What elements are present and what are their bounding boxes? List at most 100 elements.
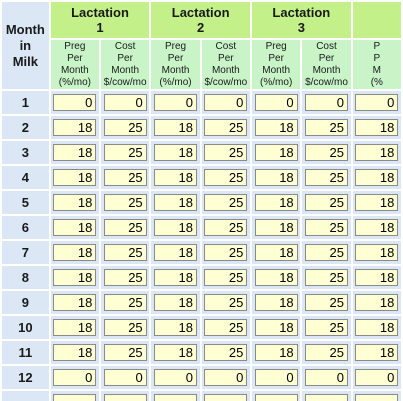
cost-input[interactable]: 25 — [204, 269, 248, 286]
preg-rate-input[interactable]: 18 — [254, 194, 298, 211]
preg-rate-input[interactable]: 18 — [254, 269, 298, 286]
cost-input[interactable]: 25 — [304, 219, 348, 236]
preg-rate-input[interactable]: 18 — [254, 294, 298, 311]
preg-rate-input[interactable]: 0 — [154, 369, 197, 386]
preg-rate-input[interactable]: 0 — [355, 94, 399, 111]
cost-input[interactable]: 25 — [304, 194, 348, 211]
cost-input[interactable]: 25 — [204, 294, 248, 311]
cost-input[interactable]: 25 — [204, 219, 248, 236]
cost-input[interactable] — [204, 394, 248, 401]
preg-rate-input[interactable]: 0 — [254, 369, 298, 386]
preg-rate-input[interactable]: 18 — [355, 244, 399, 261]
preg-rate-input[interactable]: 18 — [53, 269, 97, 286]
cost-input[interactable]: 25 — [204, 194, 248, 211]
preg-rate-input[interactable]: 18 — [154, 269, 197, 286]
cost-input[interactable]: 25 — [204, 244, 248, 261]
preg-rate-input[interactable] — [154, 394, 197, 401]
preg-rate-input[interactable]: 18 — [154, 144, 197, 161]
cost-input[interactable]: 25 — [304, 169, 348, 186]
cost-input[interactable]: 25 — [204, 169, 248, 186]
preg-rate-input[interactable]: 18 — [53, 194, 97, 211]
cost-input[interactable]: 25 — [103, 344, 147, 361]
cost-input[interactable]: 25 — [204, 344, 248, 361]
preg-rate-input[interactable]: 18 — [154, 344, 197, 361]
preg-rate-input[interactable] — [355, 394, 399, 401]
preg-rate-input[interactable]: 18 — [355, 194, 399, 211]
cost-input[interactable]: 0 — [204, 369, 248, 386]
lactation-number: 2 — [197, 20, 205, 35]
preg-rate-input[interactable]: 18 — [254, 219, 298, 236]
cost-input[interactable]: 25 — [304, 119, 348, 136]
preg-rate-input[interactable]: 18 — [53, 294, 97, 311]
cost-input[interactable]: 25 — [103, 294, 147, 311]
preg-rate-input[interactable] — [53, 394, 97, 401]
preg-rate-input[interactable]: 18 — [154, 294, 197, 311]
preg-rate-input[interactable]: 18 — [53, 344, 97, 361]
preg-rate-input[interactable]: 18 — [53, 169, 97, 186]
preg-rate-input[interactable]: 0 — [53, 369, 97, 386]
preg-rate-input[interactable]: 18 — [254, 319, 298, 336]
cost-input[interactable]: 0 — [103, 94, 147, 111]
cost-input[interactable]: 25 — [204, 319, 248, 336]
preg-rate-input[interactable]: 18 — [254, 244, 298, 261]
preg-rate-input[interactable]: 18 — [355, 294, 399, 311]
preg-rate-input[interactable]: 18 — [154, 194, 197, 211]
preg-rate-input[interactable]: 0 — [355, 369, 399, 386]
cost-input[interactable]: 25 — [103, 194, 147, 211]
cost-input[interactable]: 0 — [304, 369, 348, 386]
cost-input[interactable] — [304, 394, 348, 401]
preg-rate-input[interactable]: 18 — [355, 144, 399, 161]
month-number: 3 — [2, 141, 49, 164]
value-cell: 0 — [201, 366, 250, 389]
preg-rate-input[interactable]: 18 — [154, 319, 197, 336]
preg-rate-input[interactable]: 18 — [154, 119, 197, 136]
cost-input[interactable]: 25 — [103, 319, 147, 336]
preg-rate-input[interactable]: 18 — [254, 119, 298, 136]
preg-rate-input[interactable]: 18 — [254, 344, 298, 361]
value-cell: 18 — [50, 341, 100, 364]
preg-rate-input[interactable]: 18 — [355, 344, 399, 361]
cost-input[interactable]: 0 — [304, 94, 348, 111]
cost-input[interactable]: 25 — [304, 344, 348, 361]
preg-rate-input[interactable]: 0 — [254, 94, 298, 111]
cost-input[interactable]: 25 — [304, 319, 348, 336]
sub-header-line: (% — [370, 76, 383, 88]
cost-input[interactable]: 25 — [304, 144, 348, 161]
cost-input[interactable]: 25 — [204, 144, 248, 161]
cost-input[interactable]: 25 — [103, 269, 147, 286]
cost-input[interactable]: 25 — [304, 294, 348, 311]
value-cell: 18 — [151, 116, 200, 139]
cost-input[interactable]: 0 — [103, 369, 147, 386]
preg-rate-input[interactable]: 18 — [254, 169, 298, 186]
preg-rate-input[interactable]: 18 — [355, 219, 399, 236]
preg-rate-input[interactable]: 18 — [53, 244, 97, 261]
preg-rate-input[interactable]: 18 — [53, 119, 97, 136]
preg-rate-input[interactable]: 18 — [154, 219, 197, 236]
value-cell: 18 — [352, 166, 401, 189]
table-row: 3 18 25 18 25 18 25 18 — [2, 141, 401, 164]
preg-rate-input[interactable]: 18 — [154, 244, 197, 261]
preg-rate-input[interactable]: 0 — [154, 94, 197, 111]
value-cell: 18 — [352, 316, 401, 339]
preg-rate-input[interactable] — [254, 394, 298, 401]
cost-input[interactable]: 25 — [103, 244, 147, 261]
preg-rate-input[interactable]: 18 — [53, 219, 97, 236]
cost-input[interactable]: 25 — [304, 244, 348, 261]
preg-rate-input[interactable]: 18 — [154, 169, 197, 186]
preg-rate-input[interactable]: 18 — [355, 269, 399, 286]
preg-rate-input[interactable]: 18 — [355, 319, 399, 336]
cost-input[interactable] — [103, 394, 147, 401]
cost-input[interactable]: 25 — [204, 119, 248, 136]
preg-rate-input[interactable]: 18 — [355, 169, 399, 186]
cost-input[interactable]: 25 — [103, 119, 147, 136]
preg-rate-input[interactable]: 18 — [254, 144, 298, 161]
cost-input[interactable]: 25 — [103, 169, 147, 186]
cost-input[interactable]: 0 — [204, 94, 248, 111]
preg-rate-input[interactable]: 0 — [53, 94, 97, 111]
preg-rate-input[interactable]: 18 — [53, 319, 97, 336]
cost-input[interactable]: 25 — [103, 144, 147, 161]
preg-rate-input[interactable]: 18 — [53, 144, 97, 161]
preg-rate-input[interactable]: 18 — [355, 119, 399, 136]
cost-input[interactable]: 25 — [103, 219, 147, 236]
cost-input[interactable]: 25 — [304, 269, 348, 286]
